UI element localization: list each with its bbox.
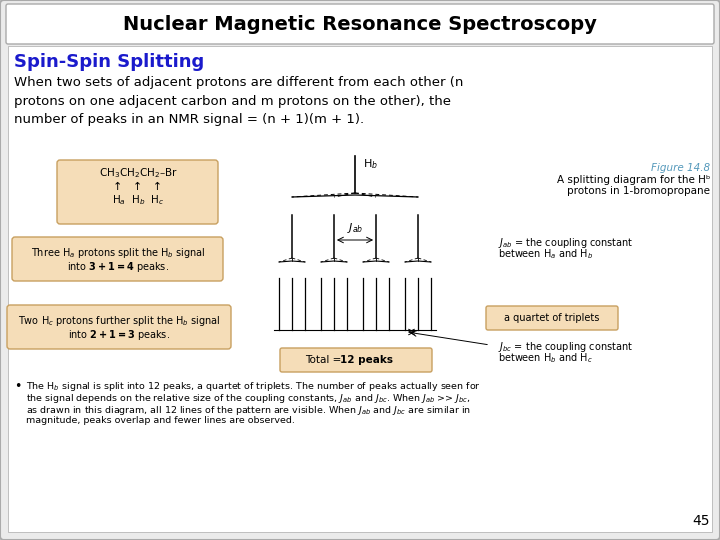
FancyBboxPatch shape: [7, 305, 231, 349]
Text: Nuclear Magnetic Resonance Spectroscopy: Nuclear Magnetic Resonance Spectroscopy: [123, 16, 597, 35]
Text: Two H$_c$ protons further split the H$_b$ signal: Two H$_c$ protons further split the H$_b…: [18, 314, 220, 328]
FancyBboxPatch shape: [57, 160, 218, 224]
Text: •: •: [14, 380, 22, 393]
FancyBboxPatch shape: [6, 4, 714, 44]
Text: magnitude, peaks overlap and fewer lines are observed.: magnitude, peaks overlap and fewer lines…: [26, 416, 295, 425]
Text: as drawn in this diagram, all 12 lines of the pattern are visible. When $J_{ab}$: as drawn in this diagram, all 12 lines o…: [26, 404, 471, 417]
Text: into $\mathbf{2 + 1 = 3}$ peaks.: into $\mathbf{2 + 1 = 3}$ peaks.: [68, 328, 170, 342]
Text: The H$_b$ signal is split into 12 peaks, a quartet of triplets. The number of pe: The H$_b$ signal is split into 12 peaks,…: [26, 380, 481, 393]
Text: Three H$_a$ protons split the H$_b$ signal: Three H$_a$ protons split the H$_b$ sign…: [31, 246, 205, 260]
Text: 12 peaks: 12 peaks: [340, 355, 393, 365]
Text: between H$_b$ and H$_c$: between H$_b$ and H$_c$: [498, 351, 593, 365]
Text: ↑   ↑   ↑: ↑ ↑ ↑: [114, 182, 163, 192]
FancyBboxPatch shape: [280, 348, 432, 372]
FancyBboxPatch shape: [12, 237, 223, 281]
Text: $J_{ab}$: $J_{ab}$: [347, 221, 363, 235]
Text: Spin-Spin Splitting: Spin-Spin Splitting: [14, 53, 204, 71]
Text: H$_a$  H$_b$  H$_c$: H$_a$ H$_b$ H$_c$: [112, 193, 164, 207]
Text: Figure 14.8: Figure 14.8: [651, 163, 710, 173]
FancyBboxPatch shape: [8, 46, 712, 532]
Text: a quartet of triplets: a quartet of triplets: [504, 313, 600, 323]
Text: the signal depends on the relative size of the coupling constants, $J_{ab}$ and : the signal depends on the relative size …: [26, 392, 471, 405]
Text: between H$_a$ and H$_b$: between H$_a$ and H$_b$: [498, 247, 593, 261]
Text: protons in 1-bromopropane: protons in 1-bromopropane: [567, 186, 710, 196]
Text: CH$_3$CH$_2$CH$_2$–Br: CH$_3$CH$_2$CH$_2$–Br: [99, 166, 177, 180]
Text: A splitting diagram for the Hᵇ: A splitting diagram for the Hᵇ: [557, 175, 710, 185]
Text: $J_{bc}$ = the coupling constant: $J_{bc}$ = the coupling constant: [498, 340, 633, 354]
FancyBboxPatch shape: [486, 306, 618, 330]
Text: H$_b$: H$_b$: [363, 157, 378, 171]
Text: 45: 45: [693, 514, 710, 528]
Text: When two sets of adjacent protons are different from each other (n
protons on on: When two sets of adjacent protons are di…: [14, 76, 464, 126]
Text: into $\mathbf{3 + 1 = 4}$ peaks.: into $\mathbf{3 + 1 = 4}$ peaks.: [67, 260, 169, 274]
Text: $J_{ab}$ = the coupling constant: $J_{ab}$ = the coupling constant: [498, 236, 634, 250]
Text: Total =: Total =: [305, 355, 345, 365]
